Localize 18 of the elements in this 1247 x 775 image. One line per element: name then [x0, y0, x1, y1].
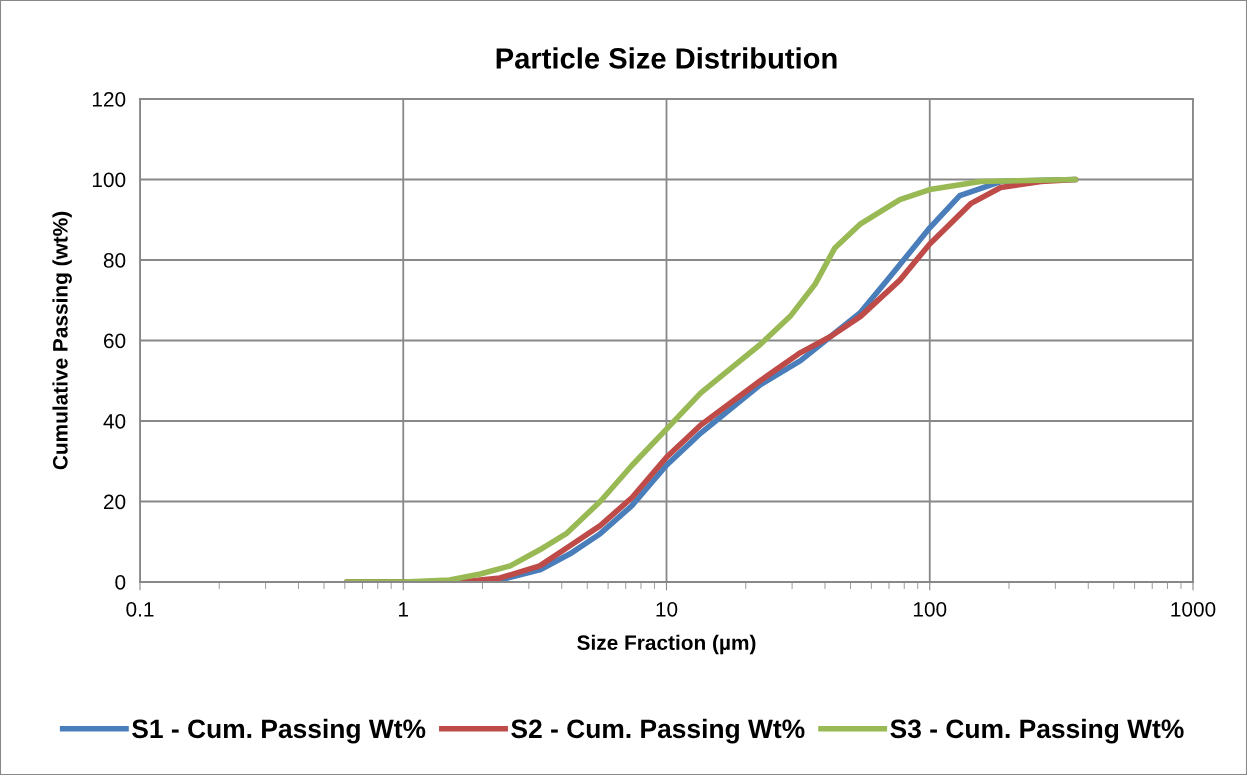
- y-tick-label: 20: [103, 494, 126, 510]
- chart-title: Particle Size Distribution: [496, 47, 837, 69]
- x-tick-label: 0.1: [126, 601, 154, 617]
- y-tick-label: 40: [103, 414, 126, 429]
- legend-label: S3 - Cum. Passing Wt%: [890, 718, 1184, 744]
- legend-label: S1 - Cum. Passing Wt%: [132, 718, 426, 744]
- legend-label: S2 - Cum. Passing Wt%: [511, 718, 805, 744]
- y-tick-label: 100: [92, 172, 126, 188]
- x-axis-title: Size Fraction (µm): [577, 634, 756, 655]
- y-tick-label: 60: [104, 333, 126, 349]
- y-tick-label: 0: [115, 575, 126, 590]
- y-tick-label: 120: [92, 92, 126, 107]
- y-tick-label: 80: [103, 253, 126, 268]
- x-tick-label: 10: [656, 601, 678, 617]
- y-axis-title: Cumulative Passing (wt%): [52, 211, 72, 470]
- x-tick-label: 1000: [1171, 601, 1216, 617]
- x-tick-label: 1: [399, 602, 409, 617]
- x-tick-label: 100: [913, 601, 947, 617]
